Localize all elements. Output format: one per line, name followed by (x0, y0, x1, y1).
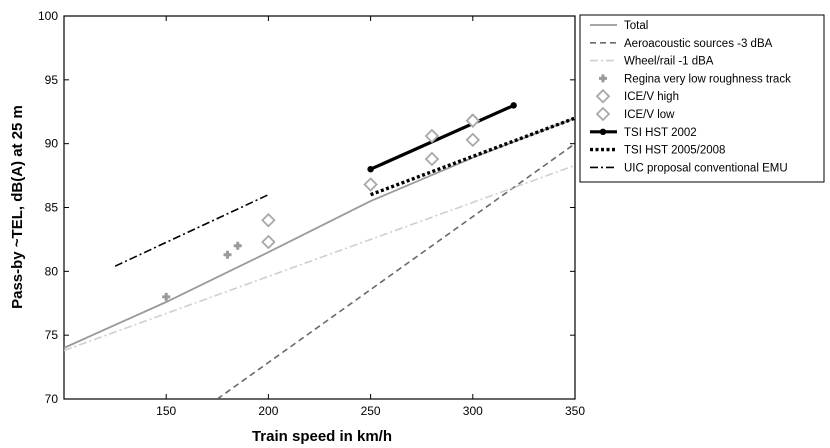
data-point-regina-very-low-roughness-track (223, 250, 232, 259)
data-point-tsi-hst-2002 (367, 166, 374, 173)
series-line-aeroacoustic-sources-3-dba (216, 143, 575, 399)
data-point-ice-v-low (363, 177, 378, 192)
legend-label-total: Total (624, 20, 648, 32)
legend-marker-regina-very-low-roughness-track (599, 74, 607, 83)
x-tick-label: 250 (361, 404, 381, 418)
plot-area (63, 15, 576, 400)
x-tick-label: 150 (156, 404, 176, 418)
series-line-tsi-hst-2005-2008 (370, 116, 575, 197)
x-tick-label: 300 (463, 404, 483, 418)
legend-label-ice-v-high: ICE/V high (624, 91, 679, 103)
y-tick-label: 90 (45, 137, 59, 151)
legend-marker-tsi-hst-2002 (599, 128, 607, 135)
y-tick-label: 100 (38, 9, 58, 23)
series-layer (64, 103, 575, 399)
legend-marker-ice-v-high (595, 88, 611, 104)
legend-label-uic-proposal-conventional-emu: UIC proposal conventional EMU (624, 162, 788, 174)
legend-label-aeroacoustic-sources-3-dba: Aeroacoustic sources -3 dBA (624, 38, 773, 50)
data-point-ice-v-high (465, 113, 481, 128)
ticks-layer: 70 75 80 85 90 95 100 150 200 250 300 350 (38, 9, 585, 418)
legend-label-wheel-rail-1-dba: Wheel/rail -1 dBA (624, 56, 714, 68)
data-point-tsi-hst-2002 (510, 102, 517, 109)
y-tick-label: 80 (45, 264, 59, 278)
x-axis-title: Train speed in km/h (252, 428, 392, 445)
marker-layer (162, 102, 517, 301)
series-line-uic-proposal-conventional-emu (114, 193, 269, 267)
legend-label-regina-very-low-roughness-track: Regina very low roughness track (624, 73, 791, 85)
y-tick-label: 95 (45, 73, 59, 87)
data-point-ice-v-high (261, 212, 276, 228)
x-tick-label: 350 (565, 404, 585, 418)
y-axis-title: Pass-by ~TEL, dB(A) at 25 m (9, 105, 26, 309)
y-tick-label: 70 (45, 392, 59, 406)
series-line-wheel-rail-1-dba (64, 164, 575, 352)
legend-label-tsi-hst-2005-2008: TSI HST 2005/2008 (624, 145, 725, 157)
x-tick-label: 200 (258, 404, 278, 418)
data-point-ice-v-low (465, 132, 481, 148)
y-tick-label: 85 (45, 201, 59, 215)
series-line-tsi-hst-2002 (369, 103, 515, 171)
y-tick-label: 75 (45, 328, 59, 342)
legend-label-ice-v-low: ICE/V low (624, 109, 675, 121)
data-point-regina-very-low-roughness-track (233, 241, 242, 250)
legend-marker-ice-v-low (595, 106, 611, 122)
data-point-regina-very-low-roughness-track (162, 292, 171, 301)
legend-box (579, 14, 825, 183)
data-point-ice-v-low (424, 151, 440, 167)
legend: Total Aeroacoustic sources -3 dBA Wheel/ra… (579, 14, 825, 183)
legend-label-tsi-hst-2002: TSI HST 2002 (624, 127, 697, 139)
data-point-ice-v-high (424, 128, 440, 144)
data-point-ice-v-low (261, 234, 276, 250)
